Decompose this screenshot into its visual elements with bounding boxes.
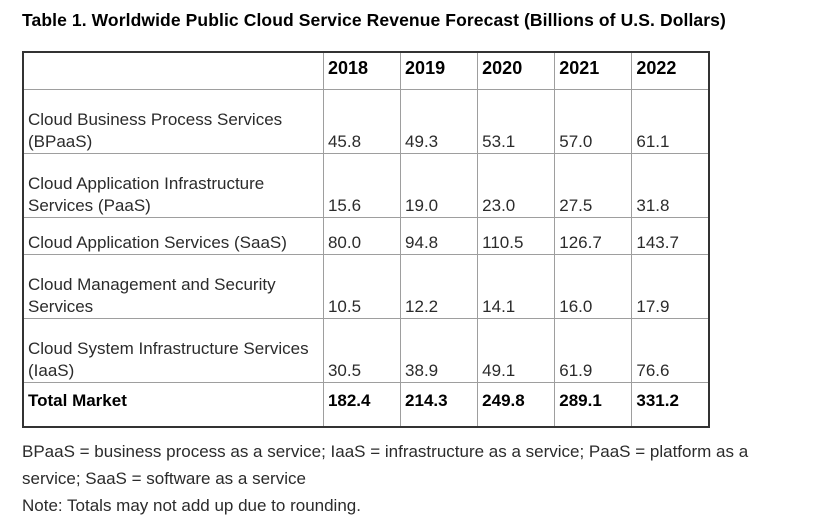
- value-cell: 53.1: [477, 88, 556, 154]
- value-cell: 23.0: [477, 152, 556, 218]
- value-cell: 15.6: [322, 152, 402, 218]
- value-cell: 49.3: [400, 88, 479, 154]
- table-row-iaas: Cloud System Infrastructure Services (Ia…: [22, 317, 710, 383]
- table-row-paas: Cloud Application Infrastructure Service…: [22, 152, 710, 218]
- value-cell-total: 182.4: [322, 381, 402, 428]
- row-label-total: Total Market: [22, 381, 324, 428]
- table-row-total-market: Total Market 182.4 214.3 249.8 289.1 331…: [22, 381, 710, 428]
- page-title: Table 1. Worldwide Public Cloud Service …: [22, 10, 726, 30]
- row-label: Cloud Application Infrastructure Service…: [22, 152, 324, 218]
- value-cell: 143.7: [631, 216, 710, 255]
- value-cell: 94.8: [400, 216, 479, 255]
- column-header-2018: 2018: [322, 51, 402, 90]
- value-cell: 57.0: [554, 88, 633, 154]
- value-cell: 30.5: [322, 317, 402, 383]
- value-cell: 12.2: [400, 253, 479, 319]
- value-cell: 19.0: [400, 152, 479, 218]
- column-header-2021: 2021: [554, 51, 633, 90]
- table-row-saas: Cloud Application Services (SaaS) 80.0 9…: [22, 216, 710, 255]
- column-header-blank: [22, 51, 324, 90]
- revenue-forecast-table: 2018 2019 2020 2021 2022 Cloud Business …: [22, 51, 710, 428]
- column-header-2019: 2019: [400, 51, 479, 90]
- value-cell: 10.5: [322, 253, 402, 319]
- row-label: Cloud System Infrastructure Services (Ia…: [22, 317, 324, 383]
- row-label: Cloud Management and Security Services: [22, 253, 324, 319]
- value-cell: 61.9: [554, 317, 633, 383]
- table-row-management-security: Cloud Management and Security Services 1…: [22, 253, 710, 319]
- value-cell: 27.5: [554, 152, 633, 218]
- table-header-row: 2018 2019 2020 2021 2022: [22, 51, 710, 90]
- value-cell-total: 289.1: [554, 381, 633, 428]
- value-cell-total: 249.8: [477, 381, 556, 428]
- value-cell: 38.9: [400, 317, 479, 383]
- column-header-2020: 2020: [477, 51, 556, 90]
- table-row-bpaas: Cloud Business Process Services (BPaaS) …: [22, 88, 710, 154]
- value-cell: 45.8: [322, 88, 402, 154]
- value-cell: 80.0: [322, 216, 402, 255]
- row-label: Cloud Business Process Services (BPaaS): [22, 88, 324, 154]
- abbreviation-note: BPaaS = business process as a service; I…: [22, 442, 749, 488]
- value-cell: 110.5: [477, 216, 556, 255]
- value-cell: 31.8: [631, 152, 710, 218]
- value-cell: 76.6: [631, 317, 710, 383]
- value-cell: 61.1: [631, 88, 710, 154]
- footnotes: BPaaS = business process as a service; I…: [22, 438, 804, 518]
- column-header-2022: 2022: [631, 51, 710, 90]
- value-cell: 14.1: [477, 253, 556, 319]
- value-cell-total: 214.3: [400, 381, 479, 428]
- rounding-note: Note: Totals may not add up due to round…: [22, 496, 361, 515]
- value-cell: 126.7: [554, 216, 633, 255]
- value-cell: 17.9: [631, 253, 710, 319]
- value-cell-total: 331.2: [631, 381, 710, 428]
- value-cell: 49.1: [477, 317, 556, 383]
- row-label: Cloud Application Services (SaaS): [22, 216, 324, 255]
- value-cell: 16.0: [554, 253, 633, 319]
